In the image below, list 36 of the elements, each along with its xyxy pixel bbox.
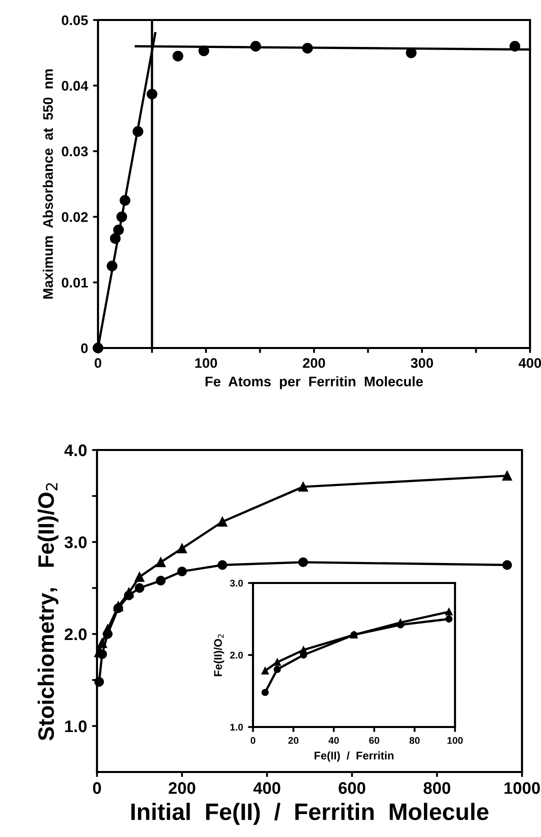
x-tick-label: 0	[93, 782, 101, 794]
y-tick-label: 0.03	[62, 146, 88, 156]
x-axis-title: Fe Atoms per Ferritin Molecule	[206, 376, 423, 390]
x-tick-label: 200	[168, 782, 196, 794]
x-tick-label: 400	[253, 782, 280, 794]
x-tick-label: 400	[518, 358, 541, 368]
y-tick-label: 3.0	[64, 536, 87, 548]
x-tick-label: 200	[302, 358, 326, 368]
y-tick-label: 4.0	[64, 444, 87, 456]
y-tick-label: 3.0	[230, 580, 243, 587]
x-tick-label: 100	[448, 736, 463, 744]
y-axis-title: Fe(II)/O$_{2}$	[214, 634, 224, 676]
x-axis-title: Fe(II) / Ferritin	[314, 751, 394, 762]
y-tick-label: 0.05	[62, 15, 88, 26]
y-tick-label: 2.0	[64, 628, 87, 640]
x-axis-title: Initial Fe(II) / Ferritin Molecule	[131, 802, 488, 825]
x-tick-label: 300	[410, 358, 434, 368]
x-tick-label: 20	[288, 736, 298, 744]
x-tick-label: 100	[195, 358, 218, 368]
x-tick-label: 600	[338, 782, 366, 794]
y-tick-label: 1.0	[65, 720, 87, 732]
y-tick-label: 0.04	[62, 80, 88, 91]
x-tick-label: 40	[328, 736, 339, 744]
x-tick-label: 800	[424, 782, 450, 794]
y-tick-label: 1.0	[230, 724, 243, 731]
y-tick-label: 0	[81, 343, 88, 354]
x-tick-label: 0	[94, 358, 102, 368]
y-tick-label: 0.02	[62, 212, 88, 222]
x-tick-label: 0	[250, 736, 256, 744]
x-tick-label: 1000	[504, 782, 540, 794]
x-tick-label: 80	[410, 736, 420, 744]
y-axis-title: Maximum Absorbance at 550 nm	[42, 69, 53, 299]
y-tick-label: 2.0	[230, 652, 243, 659]
y-tick-label: 0.01	[62, 278, 88, 288]
y-axis-title: Stoichiometry, Fe(II)/O$_{2}$	[38, 483, 58, 740]
x-tick-label: 60	[369, 736, 380, 744]
